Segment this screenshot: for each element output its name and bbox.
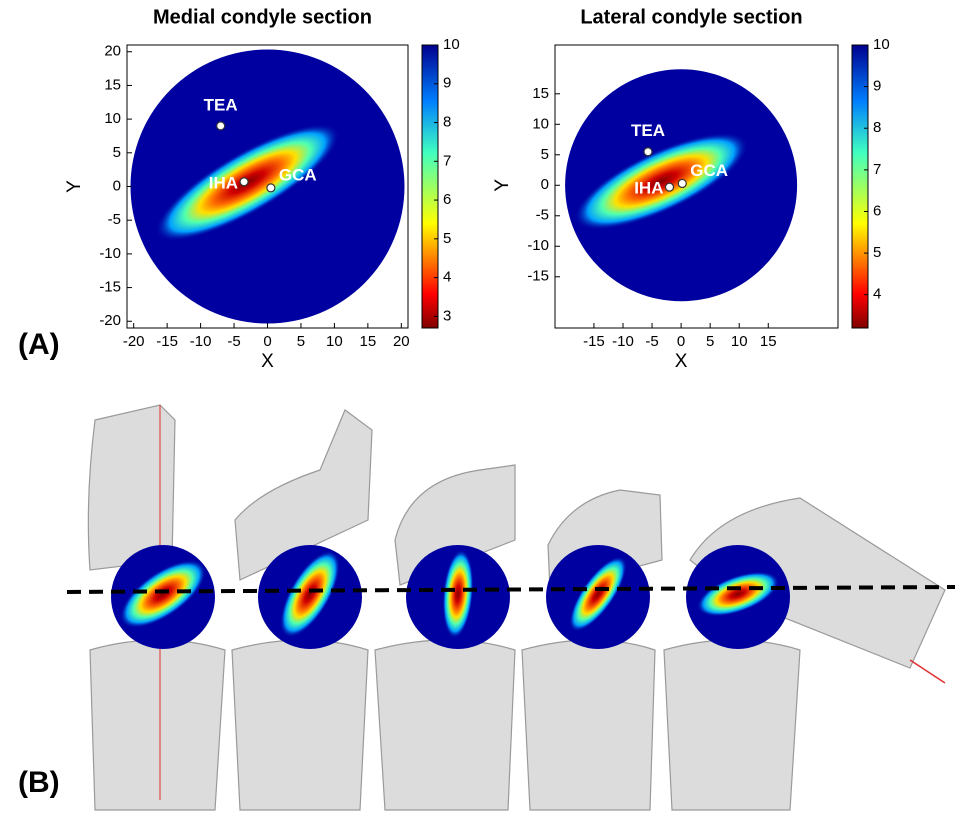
point-label: IHA bbox=[209, 173, 238, 192]
point-marker bbox=[664, 182, 675, 192]
x-tick-label: 10 bbox=[731, 333, 748, 350]
point-marker bbox=[643, 147, 653, 157]
x-tick-label: -5 bbox=[645, 333, 658, 350]
y-tick-label: -10 bbox=[527, 237, 549, 254]
x-axis-label: X bbox=[261, 351, 274, 372]
y-tick-label: -5 bbox=[536, 207, 549, 224]
colorbar-label: 4 bbox=[873, 286, 881, 303]
x-tick-label: -20 bbox=[123, 333, 145, 350]
y-tick-label: -15 bbox=[99, 279, 121, 296]
point-marker bbox=[216, 121, 226, 131]
x-tick-label: 10 bbox=[326, 333, 343, 350]
y-tick-label: -20 bbox=[99, 312, 121, 329]
colorbar-label: 7 bbox=[873, 161, 881, 178]
x-tick-label: -15 bbox=[156, 333, 178, 350]
point-marker bbox=[677, 178, 687, 189]
y-tick-label: 10 bbox=[532, 115, 549, 132]
colorbar-label: 9 bbox=[873, 78, 881, 95]
x-tick-label: 5 bbox=[297, 333, 305, 350]
point-label: GCA bbox=[279, 165, 317, 184]
x-tick-label: -10 bbox=[190, 333, 212, 350]
y-axis-label: Y bbox=[64, 180, 85, 193]
section-heat bbox=[569, 556, 627, 632]
y-tick-label: 10 bbox=[104, 110, 121, 127]
y-tick-label: 0 bbox=[541, 176, 549, 193]
x-tick-label: 20 bbox=[393, 333, 410, 350]
axes-box bbox=[554, 44, 839, 329]
y-axis-label: Y bbox=[492, 179, 513, 192]
y-tick-label: -10 bbox=[99, 245, 121, 262]
colorbar-label: 5 bbox=[443, 230, 451, 247]
point-marker bbox=[266, 183, 276, 193]
point-label: GCA bbox=[690, 161, 728, 180]
knee-renderings bbox=[66, 404, 956, 811]
colorbar-label: 10 bbox=[443, 36, 460, 53]
section-heat bbox=[442, 549, 474, 639]
colorbar-label: 8 bbox=[873, 119, 881, 136]
x-tick-label: 15 bbox=[760, 333, 777, 350]
y-tick-label: -15 bbox=[527, 268, 549, 285]
y-tick-label: -5 bbox=[108, 211, 121, 228]
colorbar-label: 8 bbox=[443, 114, 451, 131]
x-tick-label: 15 bbox=[360, 333, 377, 350]
colorbar-label: 4 bbox=[443, 269, 451, 286]
y-tick-label: 0 bbox=[113, 177, 121, 194]
section-heat bbox=[696, 571, 780, 617]
y-tick-label: 5 bbox=[541, 146, 549, 163]
y-tick-label: 5 bbox=[113, 144, 121, 161]
x-tick-label: 5 bbox=[706, 333, 714, 350]
point-label: TEA bbox=[631, 121, 665, 140]
x-axis-label: X bbox=[675, 351, 688, 372]
panel-label: (B) bbox=[18, 766, 60, 799]
point-marker bbox=[239, 177, 249, 187]
section-heat bbox=[280, 550, 340, 638]
x-tick-label: -5 bbox=[227, 333, 240, 350]
heatmap-core bbox=[574, 132, 749, 230]
colorbar-label: 6 bbox=[873, 202, 881, 219]
colorbar-label: 9 bbox=[443, 75, 451, 92]
colorbar-label: 3 bbox=[443, 307, 451, 324]
y-tick-label: 15 bbox=[104, 76, 121, 93]
panel-label: (A) bbox=[18, 328, 60, 361]
point-label: IHA bbox=[634, 179, 663, 198]
y-tick-label: 20 bbox=[104, 43, 121, 60]
x-tick-label: -10 bbox=[612, 333, 634, 350]
colorbar-label: 10 bbox=[873, 36, 890, 53]
x-tick-label: 0 bbox=[677, 333, 685, 350]
point-label: TEA bbox=[204, 95, 238, 114]
x-tick-label: 0 bbox=[263, 333, 271, 350]
section-heat bbox=[119, 559, 207, 629]
colorbar-label: 7 bbox=[443, 152, 451, 169]
x-tick-label: -15 bbox=[583, 333, 605, 350]
y-tick-label: 15 bbox=[532, 85, 549, 102]
chart-title: Medial condyle section bbox=[153, 6, 372, 28]
colorbar bbox=[421, 44, 439, 329]
colorbar bbox=[851, 44, 869, 329]
chart-title: Lateral condyle section bbox=[580, 6, 802, 28]
colorbar-label: 6 bbox=[443, 191, 451, 208]
colorbar-label: 5 bbox=[873, 244, 881, 261]
